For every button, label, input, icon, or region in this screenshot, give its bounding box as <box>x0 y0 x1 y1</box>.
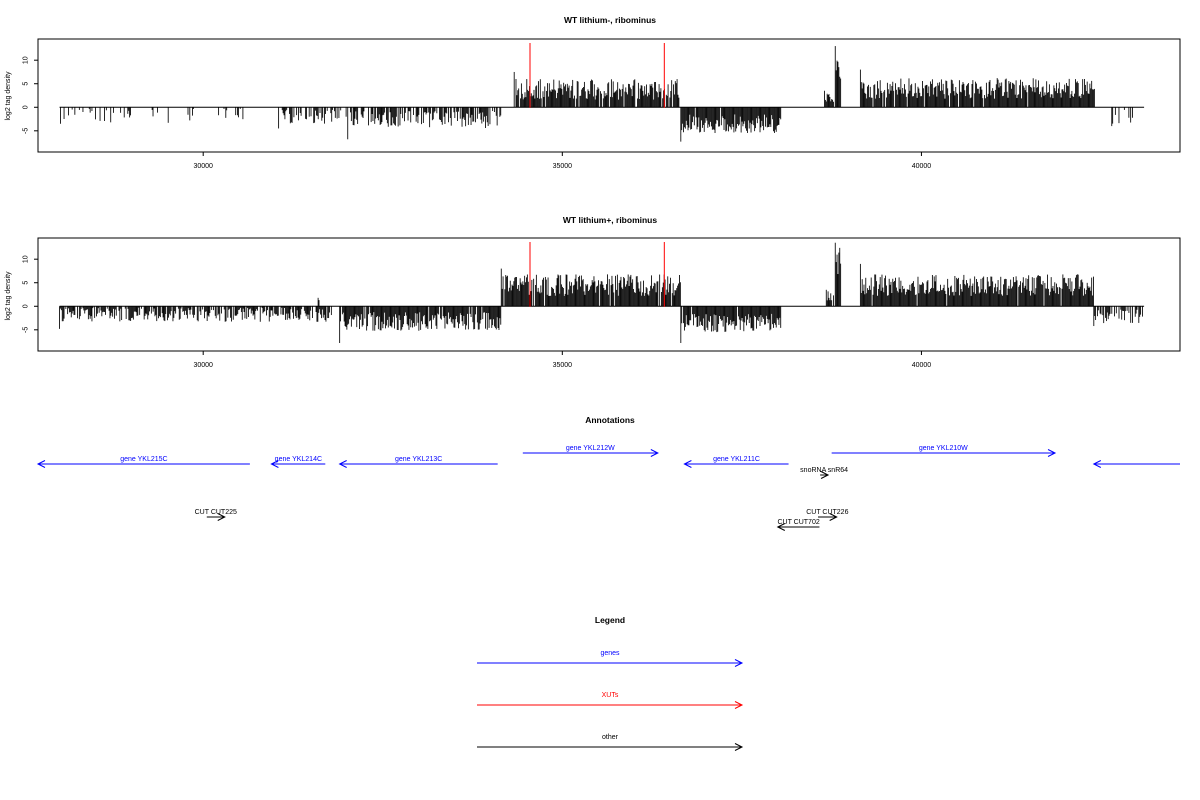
gene-arrow <box>1092 460 1180 468</box>
legend-title: Legend <box>595 615 625 625</box>
legend-label: genes <box>600 650 620 657</box>
panel-1-title: WT lithium-, ribominus <box>564 15 656 25</box>
annotation-tracks: gene YKL215C gene YKL214C gene YKL213C gene… <box>36 445 1180 531</box>
gene-label: gene YKL214C <box>275 456 322 463</box>
gene-arrow <box>270 460 326 468</box>
legend-arrow <box>477 701 744 709</box>
other-arrow <box>206 513 226 521</box>
legend-arrow <box>477 659 744 667</box>
panel-1-bars <box>59 43 1145 142</box>
gene-arrow <box>683 460 789 468</box>
legend-label: XUTs <box>602 692 619 699</box>
panel-2-bars <box>59 242 1145 343</box>
legend-arrow <box>477 743 744 751</box>
panel-2-axes: -5 0 5 10 30000 35000 40000 <box>23 255 932 369</box>
other-label: CUT CUT226 <box>806 509 848 516</box>
gene-arrow <box>36 460 250 468</box>
y-tick-label: -5 <box>23 128 30 134</box>
gene-arrow <box>338 460 498 468</box>
panel-1-axes: -5 0 5 10 30000 35000 40000 <box>23 56 932 170</box>
legend-items: genes XUTs other <box>477 650 744 751</box>
annotations-title: Annotations <box>585 415 635 425</box>
other-label: CUT CUT225 <box>195 509 237 516</box>
coverage-panel-1: WT lithium-, ribominus -5 0 5 10 30000 35000 4… <box>5 15 1181 170</box>
x-tick-label: 40000 <box>912 362 932 369</box>
x-tick-label: 30000 <box>193 163 213 170</box>
coverage-panel-2: WT lithium+, ribominus -5 0 5 10 30000 35000 4… <box>5 215 1181 369</box>
y-tick-label: -5 <box>23 327 30 333</box>
other-label: CUT CUT702 <box>777 519 819 526</box>
other-arrow <box>820 471 830 479</box>
x-tick-label: 30000 <box>193 362 213 369</box>
y-tick-label: 5 <box>23 281 30 285</box>
panel-1-y-axis-label: log2 tag density <box>5 71 12 121</box>
x-tick-label: 35000 <box>553 362 573 369</box>
x-tick-label: 40000 <box>912 163 932 170</box>
legend-label: other <box>602 734 619 741</box>
other-label: snoRNA snR64 <box>800 467 848 474</box>
annotations-panel: Annotations gene YKL215C gene YKL214C gene… <box>36 415 1180 531</box>
y-tick-label: 5 <box>23 82 30 86</box>
y-tick-label: 0 <box>23 304 30 308</box>
gene-label: gene YKL212W <box>566 445 615 452</box>
y-tick-label: 0 <box>23 105 30 109</box>
panel-1-plot-frame <box>37 38 1181 153</box>
gene-arrow <box>831 449 1057 457</box>
panel-2-y-axis-label: log2 tag density <box>5 271 12 321</box>
panel-2-plot-frame <box>37 237 1181 352</box>
other-arrow <box>818 513 838 521</box>
gene-arrow <box>522 449 659 457</box>
panel-2-title: WT lithium+, ribominus <box>563 215 657 225</box>
x-tick-label: 35000 <box>553 163 573 170</box>
gene-label: gene YKL215C <box>120 456 167 463</box>
gene-label: gene YKL213C <box>395 456 442 463</box>
y-tick-label: 10 <box>23 56 30 64</box>
legend-panel: Legend genes XUTs other <box>477 615 744 751</box>
other-arrow <box>776 523 820 531</box>
y-tick-label: 10 <box>23 255 30 263</box>
gene-label: gene YKL210W <box>919 445 968 452</box>
gene-label: gene YKL211C <box>713 456 760 463</box>
